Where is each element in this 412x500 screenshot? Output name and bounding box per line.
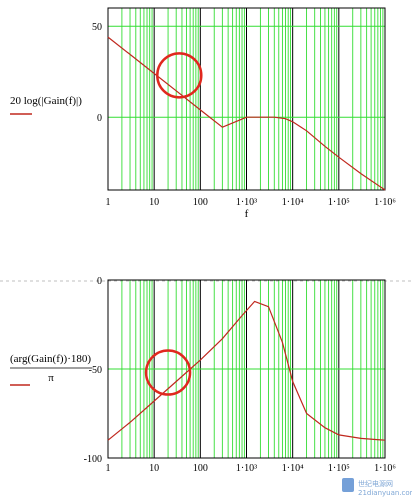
x-tick-label: 1·10³ (236, 197, 257, 208)
series-line (107, 300, 386, 441)
plot-panel-2: 0 -50 -100 1 10 100 1·10³ 1·10⁴ 1·10⁵ 1·10⁶ (84, 276, 397, 474)
x-axis-label: f (245, 208, 249, 220)
y-axis-label-bottom-numerator: (arg(Gain(f))·180) (10, 353, 91, 365)
x-tick-label: 100 (193, 197, 208, 208)
y-tick-label: 50 (92, 22, 102, 33)
y-tick-label: -100 (84, 454, 102, 465)
series-line (107, 36, 386, 191)
x-tick-label: 1 (106, 463, 111, 474)
y-axis-label-top: 20 log(|Gain(f)|) (10, 95, 82, 107)
x-tick-label: 1·10⁴ (282, 197, 304, 208)
x-tick-label: 10 (149, 197, 159, 208)
y-axis-label-bottom-denominator: π (48, 372, 54, 384)
y-tick-label: -50 (89, 365, 102, 376)
plot-panel-1: 50 0 1 10 100 1·10³ 1·10⁴ 1·10⁵ 1·10⁶ f (92, 7, 396, 220)
y-tick-label: 0 (97, 276, 102, 287)
annotation-circle (156, 52, 203, 99)
plot-frame (107, 279, 386, 459)
plot-frame (107, 7, 386, 191)
x-tick-label: 1 (106, 197, 111, 208)
x-tick-label: 1·10⁵ (328, 463, 350, 474)
x-tick-label: 1·10⁵ (328, 197, 350, 208)
y-tick-label: 0 (97, 113, 102, 124)
x-tick-label: 1·10⁴ (282, 463, 304, 474)
watermark-url: 21dianyuan.com (358, 489, 412, 497)
x-tick-label: 1·10⁶ (374, 197, 396, 208)
annotation-circle (144, 349, 192, 396)
x-tick-label: 10 (149, 463, 159, 474)
watermark-title: 世纪电源网 (358, 479, 393, 488)
x-tick-label: 1·10³ (236, 463, 257, 474)
x-tick-label: 100 (193, 463, 208, 474)
x-tick-label: 1·10⁶ (374, 463, 396, 474)
watermark-logo-icon (342, 478, 354, 492)
